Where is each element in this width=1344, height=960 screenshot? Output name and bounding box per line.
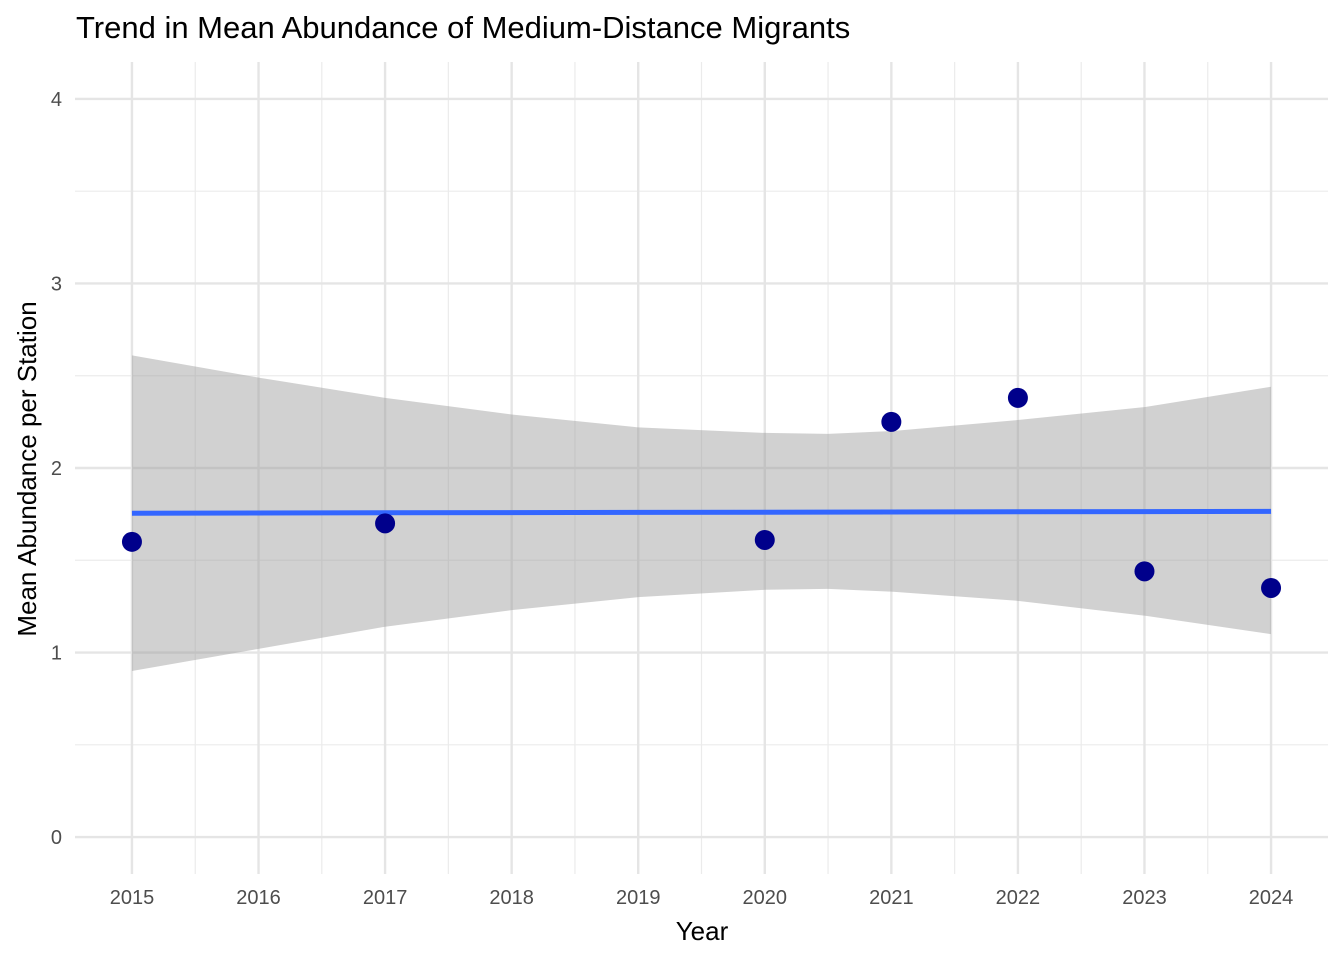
y-tick-label: 0 xyxy=(51,827,62,849)
grid-major-lines xyxy=(75,62,1328,874)
y-axis-title: Mean Abundance per Station xyxy=(12,301,42,636)
chart-title: Trend in Mean Abundance of Medium-Distan… xyxy=(76,10,850,45)
y-tick-label: 3 xyxy=(51,273,62,295)
x-tick-label: 2018 xyxy=(489,887,534,909)
x-tick-label: 2021 xyxy=(869,887,914,909)
x-tick-label: 2017 xyxy=(363,887,408,909)
y-axis-tick-labels: 0 1 2 3 4 xyxy=(51,89,62,849)
x-tick-label: 2019 xyxy=(616,887,661,909)
x-tick-label: 2023 xyxy=(1122,887,1167,909)
data-point xyxy=(754,529,775,550)
y-tick-label: 4 xyxy=(51,89,62,111)
data-point xyxy=(1261,577,1282,598)
data-point xyxy=(375,513,396,534)
x-axis-title: Year xyxy=(676,916,729,946)
data-points-layer xyxy=(121,387,1282,598)
trend-line xyxy=(131,508,1272,516)
x-tick-label: 2024 xyxy=(1249,887,1294,909)
x-tick-label: 2020 xyxy=(743,887,788,909)
data-point xyxy=(1007,387,1028,408)
x-axis-tick-labels: 2015 2016 2017 2018 2019 2020 2021 2022 2023 2024 xyxy=(110,887,1294,909)
x-tick-label: 2015 xyxy=(110,887,155,909)
data-point xyxy=(881,411,902,432)
data-point xyxy=(1134,561,1155,582)
data-point xyxy=(121,531,142,552)
x-tick-label: 2022 xyxy=(996,887,1041,909)
trend-line-layer xyxy=(131,508,1272,516)
y-tick-label: 1 xyxy=(51,643,62,665)
x-tick-label: 2016 xyxy=(236,887,281,909)
y-tick-label: 2 xyxy=(51,458,62,480)
